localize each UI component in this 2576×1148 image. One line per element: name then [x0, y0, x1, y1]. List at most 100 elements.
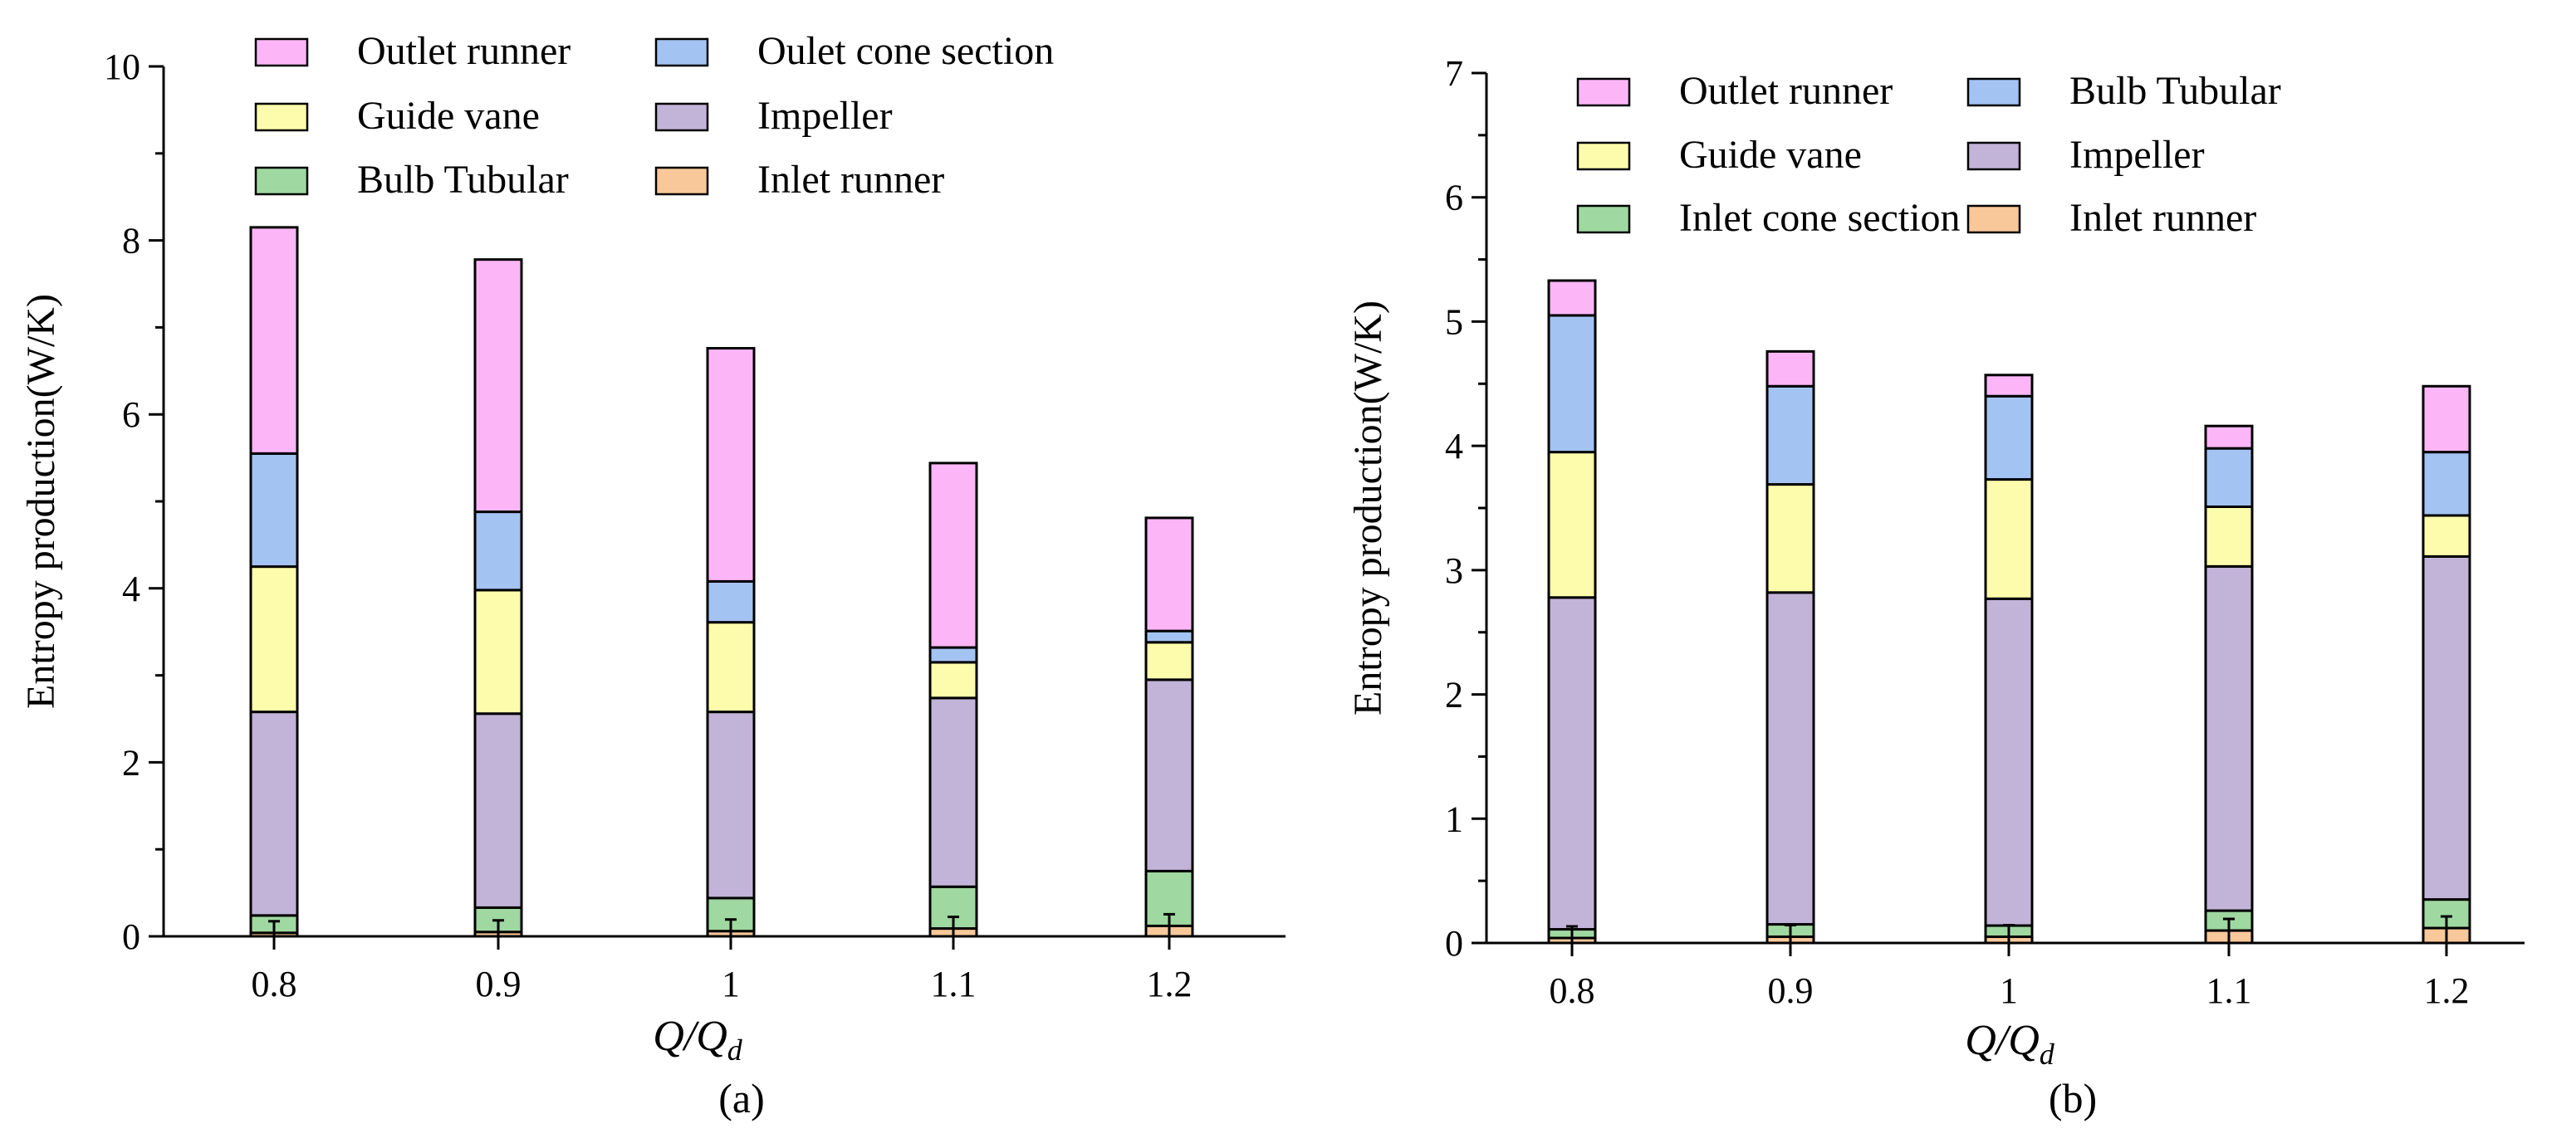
- bar-segment: [1547, 279, 1597, 317]
- x-axis-label-subscript: d: [2040, 1038, 2055, 1071]
- bar-segment: [706, 711, 756, 900]
- bar-segment: [1547, 596, 1597, 931]
- bar-segment: [1547, 451, 1597, 599]
- bar-segment: [2422, 384, 2471, 454]
- bar-segment: [473, 258, 523, 514]
- x-tick-label: 0.9: [1768, 970, 1814, 1011]
- legend-label: Impeller: [757, 94, 893, 138]
- bar-segment: [2204, 564, 2254, 912]
- x-tick-label: 1.1: [931, 964, 977, 1004]
- legend-swatch: [654, 37, 709, 67]
- x-axis-label-subscript: d: [727, 1033, 743, 1067]
- bar-segment: [1547, 314, 1597, 454]
- bar-segment: [706, 347, 756, 583]
- x-axis-label-main: Q/Q: [1965, 1017, 2040, 1064]
- bar-segment: [1984, 394, 2034, 481]
- x-tick-label: 1: [2000, 970, 2018, 1011]
- legend-label: Outlet runner: [357, 29, 571, 73]
- legend-swatch: [254, 166, 309, 196]
- bar-segment: [1765, 591, 1815, 926]
- y-tick-label: 8: [122, 221, 140, 261]
- bar-segment: [928, 646, 978, 664]
- x-tick-label: 1.2: [2424, 970, 2470, 1011]
- bar-segment: [1144, 516, 1194, 633]
- legend-swatch: [254, 102, 309, 132]
- x-axis-label-main: Q/Q: [653, 1013, 727, 1060]
- bar-segment: [473, 589, 523, 716]
- bar-segment: [1144, 641, 1194, 681]
- bar-segment: [1144, 678, 1194, 872]
- bar-segment: [2422, 451, 2471, 517]
- bar-segment: [249, 452, 299, 569]
- bar-segment: [473, 510, 523, 592]
- panel-caption: (a): [718, 1075, 765, 1121]
- bar-segment: [1765, 384, 1815, 486]
- y-tick-label: 3: [1445, 550, 1463, 591]
- bar-segment: [2204, 506, 2254, 568]
- legend-label: Inlet runner: [2069, 196, 2256, 240]
- legend-swatch: [1576, 204, 1631, 234]
- bar-segment: [1144, 629, 1194, 644]
- bar-segment: [473, 712, 523, 909]
- legend-label: Impeller: [2069, 133, 2205, 177]
- legend-label: Bulb Tubular: [2069, 69, 2281, 113]
- bar-segment: [2204, 424, 2254, 450]
- legend-label: Inlet runner: [757, 158, 944, 202]
- y-tick-label: 10: [104, 46, 140, 87]
- y-tick-label: 2: [122, 742, 140, 783]
- x-tick-label: 0.8: [252, 964, 297, 1004]
- legend-swatch: [654, 102, 709, 132]
- bar-segment: [706, 621, 756, 714]
- x-tick-label: 1: [722, 964, 740, 1004]
- legend-swatch: [1576, 77, 1631, 107]
- bar-segment: [928, 661, 978, 700]
- y-tick-label: 1: [1445, 799, 1463, 839]
- x-tick-label: 0.9: [476, 964, 522, 1004]
- bar-segment: [2204, 447, 2254, 509]
- legend-swatch: [1966, 141, 2021, 171]
- bar-segment: [928, 696, 978, 888]
- legend-label: Outlet runner: [1679, 69, 1893, 113]
- legend-label: Inlet cone section: [1679, 196, 1961, 240]
- bar-segment: [1765, 483, 1815, 594]
- legend-swatch: [1966, 77, 2021, 107]
- bar-segment: [1984, 374, 2034, 398]
- y-tick-label: 7: [1445, 53, 1463, 94]
- y-tick-label: 0: [122, 916, 140, 957]
- y-tick-label: 4: [122, 569, 140, 609]
- bar-segment: [706, 579, 756, 624]
- legend-label: Bulb Tubular: [357, 158, 569, 202]
- legend-label: Guide vane: [357, 94, 540, 138]
- legend-swatch: [1966, 204, 2021, 234]
- y-tick-label: 2: [1445, 675, 1463, 716]
- x-axis-label: Q/Qd: [653, 1013, 743, 1067]
- bar-segment: [1984, 597, 2034, 927]
- x-tick-label: 1.1: [2206, 970, 2252, 1011]
- bar-segment: [1765, 349, 1815, 388]
- panel-caption: (b): [2049, 1075, 2097, 1121]
- y-tick-label: 0: [1445, 923, 1463, 964]
- bar-segment: [249, 226, 299, 455]
- y-tick-label: 6: [122, 394, 140, 435]
- bar-segment: [249, 565, 299, 714]
- x-axis-label: Q/Qd: [1965, 1017, 2055, 1071]
- bar-segment: [928, 462, 978, 649]
- y-axis-label: Entropy production(W/K): [1346, 300, 1390, 716]
- bar-segment: [2422, 514, 2471, 558]
- legend-label: Guide vane: [1679, 133, 1862, 177]
- chart-panel-a: 0 2 4 6 8 10 0.8 0.9 1 1.1 1.2 Entropy production(W…: [19, 29, 1286, 1121]
- bar-segment: [1984, 478, 2034, 600]
- y-axis-label: Entropy production(W/K): [19, 294, 63, 709]
- bar-segment: [2422, 554, 2471, 901]
- chart-panel-b: 0 1 2 3 4 5 6 7 0.8 0.9 1 1.1 1.2 Entropy production(…: [1346, 53, 2525, 1121]
- legend-swatch: [1576, 141, 1631, 171]
- legend-label: Oulet cone section: [757, 29, 1054, 73]
- y-tick-label: 6: [1445, 178, 1463, 218]
- y-tick-label: 5: [1445, 301, 1463, 342]
- x-tick-label: 1.2: [1147, 964, 1193, 1004]
- legend-swatch: [654, 166, 709, 196]
- y-tick-label: 4: [1445, 426, 1463, 467]
- bar-segment: [249, 711, 299, 917]
- x-tick-label: 0.8: [1550, 970, 1595, 1011]
